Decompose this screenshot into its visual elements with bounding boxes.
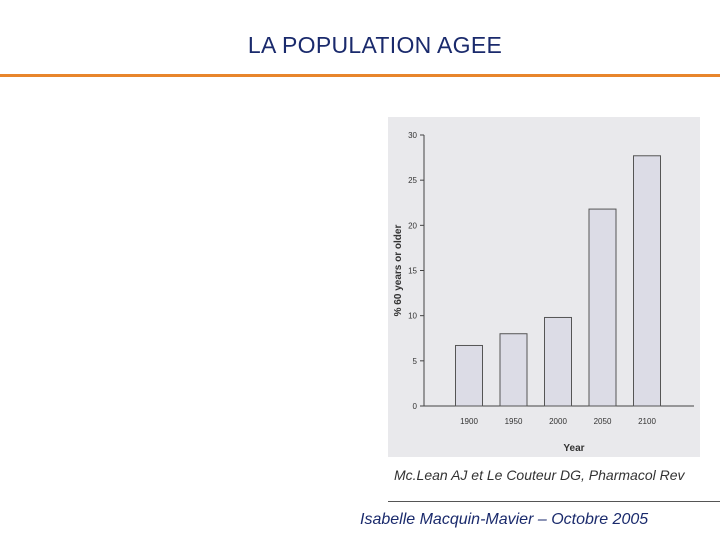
y-tick-label: 30 [408,131,417,140]
bar-1950 [499,333,528,407]
y-tick-label: 5 [413,357,418,366]
citation: Mc.Lean AJ et Le Couteur DG, Pharmacol R… [394,467,685,483]
x-tick-label: 1950 [505,417,523,426]
bar-chart-svg: 0 5 10 15 20 25 30 % 60 years or older 1900 1950 2… [393,131,694,454]
x-tick-label: 2100 [638,417,656,426]
y-tick-label: 0 [413,402,418,411]
y-tick-label: 10 [408,312,417,321]
bar-chart: 0 5 10 15 20 25 30 % 60 years or older 1900 1950 2… [388,117,700,457]
slide-title: LA POPULATION AGEE [247,32,503,58]
bar-2000 [544,316,572,407]
y-tick-label: 15 [408,267,417,276]
footer-author-date: Isabelle Macquin-Mavier – Octobre 2005 [360,511,649,528]
bar-1900 [455,344,483,407]
x-tick-label: 2000 [549,417,567,426]
y-axis-label: % 60 years or older [393,225,404,317]
x-tick-label: 2050 [594,417,612,426]
bar-2050 [588,208,617,407]
y-tick-label: 20 [408,221,417,230]
y-tick-label: 25 [408,176,417,185]
x-tick-label: 1900 [460,417,478,426]
bar-2100 [633,155,661,407]
x-axis-label: Year [563,443,584,454]
title-divider [0,74,720,77]
footer-divider [388,501,720,502]
